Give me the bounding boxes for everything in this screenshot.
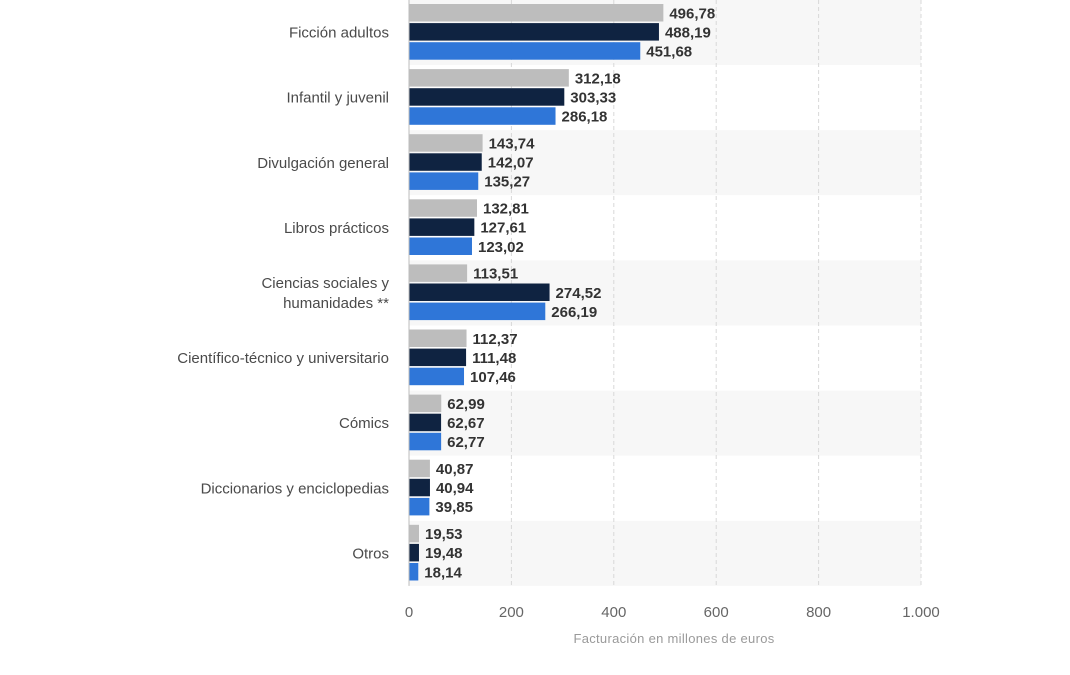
data-label: 286,18 (562, 109, 608, 126)
x-tick-label: 1.000 (902, 604, 940, 621)
category-label: Divulgación general (257, 155, 389, 172)
data-label: 112,37 (473, 331, 518, 348)
category-label: humanidades ** (283, 295, 389, 312)
data-label: 127,61 (480, 220, 526, 237)
x-tick-label: 600 (704, 604, 729, 621)
data-label: 19,48 (425, 545, 463, 562)
data-label: 19,53 (425, 526, 463, 543)
data-label: 113,51 (473, 266, 518, 283)
row-band (409, 520, 921, 586)
data-label: 40,94 (436, 480, 474, 497)
category-label: Cómics (339, 415, 389, 432)
bar (409, 134, 483, 152)
bar (409, 302, 546, 321)
bar (409, 199, 477, 217)
bar (409, 563, 419, 581)
bar (409, 264, 468, 282)
data-label: 111,48 (472, 350, 516, 367)
bar (409, 4, 664, 22)
row-band (409, 390, 921, 456)
bar (409, 367, 465, 386)
data-label: 123,02 (478, 239, 524, 256)
bar (409, 459, 430, 478)
bar (409, 394, 442, 413)
data-label: 107,46 (470, 369, 516, 386)
data-label: 62,67 (447, 415, 485, 432)
category-label: Científico-técnico y universitario (177, 350, 389, 367)
data-label: 40,87 (436, 461, 474, 478)
bar (409, 524, 419, 543)
bar (409, 237, 472, 255)
category-label: Otros (352, 545, 389, 562)
value-labels-group: 496,78 312,18 143,74 132,81 113,51 112,37 62,9… (424, 5, 715, 581)
category-label: Diccionarios y enciclopedias (201, 480, 389, 497)
x-tick-label: 800 (806, 604, 831, 621)
data-label: 132,81 (483, 201, 529, 218)
row-band (409, 455, 921, 521)
category-label: Ficción adultos (289, 25, 389, 42)
bar (409, 432, 442, 451)
data-label: 496,78 (669, 5, 715, 22)
row-band (409, 130, 921, 196)
bar (409, 329, 467, 347)
data-label: 303,33 (570, 89, 616, 106)
x-tick-label: 400 (601, 604, 626, 621)
data-label: 488,19 (665, 24, 711, 41)
data-label: 143,74 (489, 135, 536, 152)
bar (409, 23, 659, 41)
data-label: 142,07 (488, 155, 534, 172)
bar (409, 348, 467, 367)
bar (409, 497, 430, 516)
data-label: 18,14 (424, 564, 462, 581)
bar (409, 172, 479, 190)
bars-group (409, 4, 664, 581)
data-label: 39,85 (435, 499, 473, 516)
bar (409, 153, 482, 171)
x-axis-title: Facturación en millones de euros (573, 631, 774, 646)
bar (409, 478, 430, 497)
row-band (409, 195, 921, 261)
bar (409, 218, 475, 236)
data-label: 62,77 (447, 434, 485, 451)
data-label: 312,18 (575, 70, 621, 87)
x-axis: 0 200 400 600 800 1.000 (405, 0, 940, 621)
bar (409, 107, 556, 125)
bar (409, 543, 419, 562)
data-label: 62,99 (447, 396, 485, 413)
data-label: 451,68 (646, 43, 692, 60)
bar (409, 413, 442, 432)
bar (409, 88, 565, 106)
category-label: Libros prácticos (284, 220, 389, 237)
row-band (409, 325, 921, 391)
bar (409, 42, 641, 60)
data-label: 135,27 (484, 174, 530, 191)
data-label: 266,19 (551, 304, 597, 321)
data-label: 274,52 (556, 285, 602, 302)
category-labels-group: Ficción adultos Infantil y juvenil Divulga… (177, 25, 389, 563)
bar (409, 69, 569, 87)
x-tick-label: 0 (405, 604, 413, 621)
category-label: Infantil y juvenil (286, 90, 389, 107)
category-label: Ciencias sociales y (261, 275, 389, 292)
bar (409, 283, 550, 301)
x-tick-label: 200 (499, 604, 524, 621)
